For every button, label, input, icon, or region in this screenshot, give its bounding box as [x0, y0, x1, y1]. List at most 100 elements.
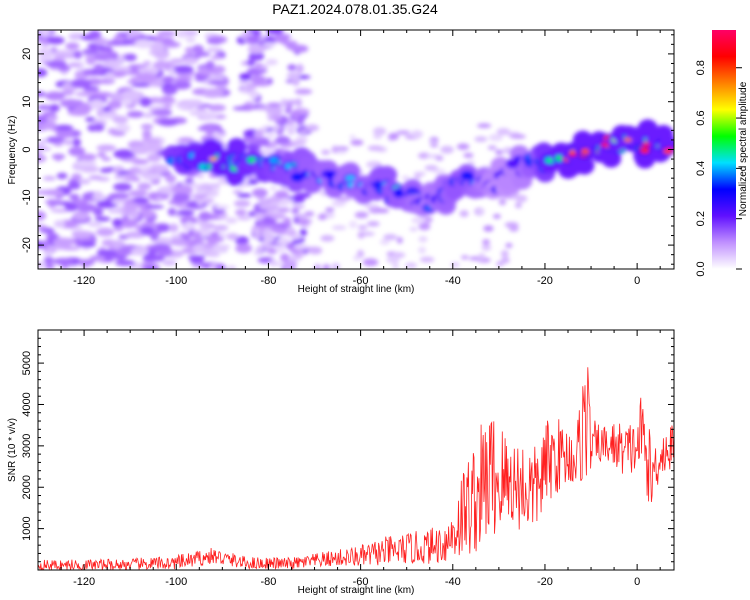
spectrogram-cell [277, 207, 291, 213]
spectrogram-cell [463, 152, 474, 159]
spectrogram-cell [253, 233, 263, 239]
spectrogram-cell [39, 138, 49, 144]
spectrogram-cell [72, 210, 90, 221]
spectrogram-cell [304, 211, 315, 217]
spectrogram-cell [396, 236, 403, 244]
spectrogram-cell [83, 86, 100, 91]
spectrogram-cell [501, 257, 510, 264]
spectrogram-cell [105, 71, 115, 81]
spectrogram-cell [142, 112, 154, 118]
snr-frame [37, 329, 675, 571]
spectrogram-cell [418, 222, 431, 231]
spectrogram-cell [130, 209, 140, 220]
spectrogram-cell [266, 247, 278, 255]
spectrogram-cell [77, 102, 94, 112]
spectrogram-cell [413, 171, 426, 177]
spectrogram-cell [211, 132, 227, 137]
spectrogram-cell [75, 159, 97, 167]
spectrogram-cell [203, 198, 215, 203]
spectrogram-cell [68, 193, 80, 201]
spectrogram-cell [206, 253, 221, 258]
spectrogram-cell [460, 255, 469, 260]
spectrogram-cell [396, 130, 411, 135]
spectrogram-cell [153, 49, 170, 60]
spectrogram-cell [218, 232, 227, 238]
spectrogram-cell [286, 71, 301, 80]
spectrogram-cell [172, 80, 192, 90]
spectrogram-cell [112, 115, 129, 124]
spectrogram-cell [235, 209, 247, 216]
spectrogram-cell [184, 100, 204, 107]
spectrogram-cell [362, 258, 379, 267]
spectrogram-cell [299, 129, 308, 134]
spectrogram-cell [269, 186, 277, 191]
spectrogram-cell [85, 117, 96, 122]
spectrogram-cell [405, 262, 418, 269]
x-tick-label: -20 [537, 576, 553, 588]
spectrogram-cell [70, 78, 92, 89]
spectrogram-cell [267, 130, 275, 139]
spectrogram-cell [184, 177, 194, 184]
spectrogram-cell [131, 176, 141, 182]
snr-y-label: SNR (10 * v/v) [7, 418, 18, 482]
snr-y-axis: 1000 2000 3000 4000 5000 [21, 329, 674, 571]
spectrogram-cell [290, 44, 309, 53]
x-tick-label: -40 [445, 576, 461, 588]
spectrogram-cell [353, 255, 362, 261]
spectrogram-cell [273, 125, 281, 131]
spectrogram-cell [171, 184, 193, 194]
spectrogram-cell [113, 149, 135, 159]
spectrogram-cell [262, 42, 277, 47]
spectrogram-cell [277, 237, 291, 245]
spectrogram-cell [291, 208, 300, 214]
y-tick-label: 3000 [21, 434, 33, 458]
spectrogram-cell [235, 243, 253, 254]
spectrogram-cell [419, 256, 435, 263]
spectrogram-cell [476, 208, 485, 215]
spectrogram-cell [77, 203, 97, 213]
spectrogram-cell [206, 47, 223, 53]
spectrogram-cell [354, 211, 369, 219]
spectrogram-cell [133, 197, 149, 204]
spectrogram-cell [249, 75, 267, 84]
spectrogram-cell [515, 194, 528, 203]
spectrogram-cell [253, 213, 265, 220]
spectrogram-cell [237, 193, 252, 198]
x-tick-label: -120 [73, 275, 95, 287]
spectrogram-cell [290, 233, 302, 240]
spectrogram-cell [180, 215, 198, 225]
spectrogram-cell [379, 239, 390, 245]
spectrogram-cell [120, 218, 138, 229]
colorbar: 0.0 0.2 0.4 0.6 0.8 Normalized spectral ampl… [695, 30, 749, 277]
spectrogram-cell [44, 91, 66, 101]
spectrogram-cell [198, 111, 219, 119]
spectrogram-heatmap [38, 30, 674, 269]
spectrogram-cell [207, 39, 223, 45]
spectrogram-cell [59, 98, 81, 108]
spectrogram-cell [46, 60, 67, 69]
spectrogram-cell [462, 172, 473, 179]
spectrogram-cell [38, 91, 46, 97]
spectrogram-cell [77, 259, 95, 266]
spectrogram-cell [113, 35, 125, 42]
spectrogram-cell [266, 30, 284, 35]
spectrogram-cell [574, 156, 595, 175]
spectrogram-cell [287, 64, 297, 71]
spectrogram-cell [450, 262, 460, 268]
spectrogram-cell [101, 156, 112, 162]
spectrogram-cell [266, 102, 282, 108]
spectrogram-cell [292, 198, 305, 203]
spectrogram-cell [184, 221, 194, 230]
spectrogram-cell [54, 124, 74, 131]
spectrogram-cell [357, 231, 365, 239]
spectrogram-cell [388, 132, 399, 141]
spectrogram-cell [291, 109, 301, 119]
spectrogram-cell [93, 37, 108, 46]
spectrogram-cell [52, 257, 74, 266]
spectrogram-cell [185, 36, 196, 43]
spectrogram-cell [367, 145, 384, 151]
spectrogram-cell [150, 243, 171, 252]
spectrogram-cell [483, 225, 494, 232]
spectrogram-cell [71, 173, 82, 181]
spectrogram-cell [67, 109, 90, 116]
